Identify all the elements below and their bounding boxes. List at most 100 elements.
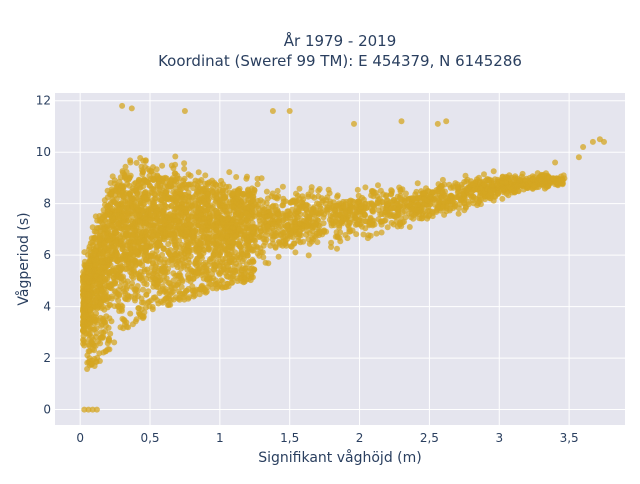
data-point xyxy=(204,180,211,187)
data-point xyxy=(138,272,145,279)
data-point xyxy=(127,159,134,166)
data-point xyxy=(177,249,184,256)
data-point xyxy=(126,182,133,189)
data-point xyxy=(87,331,93,338)
data-point xyxy=(117,234,124,241)
data-point xyxy=(133,286,139,293)
data-point xyxy=(436,199,443,206)
data-point xyxy=(104,268,111,275)
data-point xyxy=(91,302,98,309)
data-point xyxy=(192,177,199,184)
data-point xyxy=(242,209,249,216)
data-point xyxy=(168,232,175,239)
data-point xyxy=(124,226,131,232)
data-point xyxy=(179,278,186,285)
data-point xyxy=(153,256,160,262)
data-point xyxy=(256,233,263,240)
data-point xyxy=(160,209,167,216)
data-point xyxy=(211,261,218,268)
data-point xyxy=(352,215,359,222)
data-point xyxy=(306,240,313,247)
data-point xyxy=(271,227,277,234)
data-point xyxy=(111,339,118,346)
data-point xyxy=(118,302,124,309)
data-point xyxy=(156,186,163,193)
data-point xyxy=(374,200,381,207)
data-point xyxy=(183,287,190,294)
data-point xyxy=(170,256,177,263)
data-point xyxy=(84,366,91,372)
data-point xyxy=(172,153,179,160)
data-point xyxy=(181,165,188,172)
data-point xyxy=(305,236,312,243)
x-tick-label: 3 xyxy=(495,431,503,445)
data-point xyxy=(519,182,526,188)
data-point xyxy=(163,188,170,195)
data-point xyxy=(243,261,250,268)
data-point xyxy=(170,277,177,284)
data-point xyxy=(310,209,316,215)
data-point xyxy=(272,207,279,214)
data-point xyxy=(236,185,243,192)
data-point xyxy=(219,278,226,285)
outlier-point xyxy=(601,138,607,145)
data-point xyxy=(81,327,88,334)
data-point xyxy=(337,229,344,236)
data-point xyxy=(232,269,239,276)
data-point xyxy=(127,293,134,300)
data-point xyxy=(107,330,114,337)
data-point xyxy=(142,189,149,195)
data-point xyxy=(84,275,91,282)
data-point xyxy=(129,280,136,287)
data-point xyxy=(136,260,143,267)
data-point xyxy=(100,250,106,257)
data-point xyxy=(113,200,120,207)
data-point xyxy=(87,307,94,314)
data-point xyxy=(481,171,487,178)
data-point xyxy=(256,214,263,221)
outlier-point xyxy=(286,108,293,114)
data-point xyxy=(413,188,420,195)
data-point xyxy=(204,274,211,281)
data-point xyxy=(362,184,369,191)
data-point xyxy=(86,246,93,253)
x-tick-label: 3,5 xyxy=(560,431,579,445)
data-point xyxy=(474,186,481,193)
data-point xyxy=(111,288,118,295)
data-point xyxy=(299,204,306,210)
data-point xyxy=(87,292,93,299)
data-point xyxy=(165,241,172,248)
data-point xyxy=(487,187,494,194)
data-point xyxy=(186,294,192,301)
outlier-point xyxy=(580,144,587,150)
data-point xyxy=(510,176,517,183)
data-point xyxy=(342,232,349,238)
data-point xyxy=(113,195,120,202)
data-point xyxy=(232,211,239,218)
data-point xyxy=(211,266,218,273)
data-point xyxy=(221,208,228,215)
data-point xyxy=(546,174,552,181)
data-point xyxy=(485,177,492,184)
data-point xyxy=(354,186,361,193)
outlier-point xyxy=(552,159,559,166)
data-point xyxy=(150,177,157,184)
data-point xyxy=(105,282,112,289)
data-point xyxy=(279,183,286,190)
data-point xyxy=(157,227,164,234)
data-point xyxy=(181,197,188,203)
data-point xyxy=(118,184,124,191)
data-point xyxy=(276,219,283,226)
data-point xyxy=(168,203,175,209)
data-point xyxy=(223,223,230,230)
data-point xyxy=(238,251,245,257)
data-point xyxy=(109,214,116,221)
data-point xyxy=(378,229,385,236)
data-point xyxy=(185,276,192,283)
data-point xyxy=(274,187,281,194)
data-point xyxy=(279,238,286,245)
data-point xyxy=(138,224,145,231)
data-point xyxy=(139,277,146,284)
data-point xyxy=(265,260,272,267)
data-point xyxy=(294,192,301,199)
